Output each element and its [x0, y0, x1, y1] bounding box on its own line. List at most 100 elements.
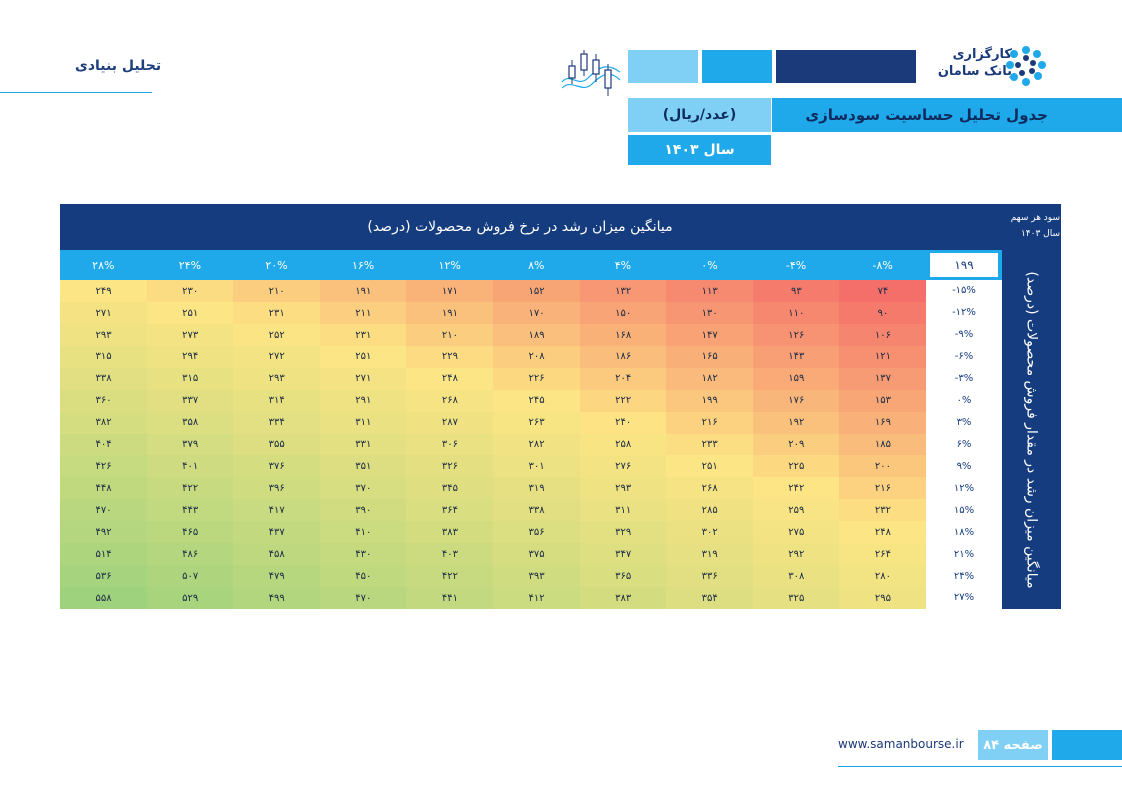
table-cell: ۲۱۰ — [406, 323, 494, 347]
table-cell: ۲۹۴ — [146, 345, 234, 369]
table-cell: ۲۱۱ — [319, 301, 407, 325]
row-header: -۶% — [926, 345, 1002, 368]
table-cell: ۱۱۳ — [666, 280, 754, 303]
table-cell: ۲۷۳ — [146, 323, 234, 347]
table-cell: ۲۶۴ — [839, 543, 927, 566]
row-header: ۲۷% — [926, 587, 1002, 609]
table-cell: ۳۳۷ — [146, 389, 234, 413]
table-cell: ۴۲۶ — [60, 455, 148, 478]
saman-logo-icon — [1006, 46, 1046, 86]
year-label: سال ۱۴۰۳ — [628, 135, 771, 165]
table-cell: ۳۳۸ — [493, 499, 581, 522]
eps-label: سود هر سهم سال ۱۴۰۳ — [1010, 213, 1060, 239]
table-cell: ۲۴۰ — [579, 411, 667, 434]
table-cell: ۳۳۸ — [60, 367, 148, 391]
table-cell: ۴۲۲ — [146, 477, 234, 500]
table-cell: ۴۹۲ — [60, 521, 148, 544]
table-cell: ۲۶۸ — [666, 477, 754, 500]
table-cell: ۴۸۶ — [146, 543, 234, 566]
table-cell: ۵۲۹ — [146, 587, 234, 610]
table-cell: ۱۸۲ — [666, 367, 754, 391]
table-cell: ۳۵۵ — [233, 433, 321, 456]
column-header: ۲۴% — [178, 258, 202, 272]
table-cell: ۲۸۰ — [839, 565, 927, 588]
table-cell: ۳۸۳ — [406, 521, 494, 544]
table-cell: ۳۹۰ — [319, 499, 407, 522]
table-cell: ۲۰۹ — [752, 433, 840, 456]
table-cell: ۳۲۹ — [579, 521, 667, 544]
table-cell: ۲۷۵ — [752, 521, 840, 544]
table-cell: ۱۳۲ — [579, 280, 667, 303]
website-link[interactable]: www.samanbourse.ir — [838, 737, 964, 751]
header-divider — [0, 92, 152, 93]
row-header: ۳% — [926, 411, 1002, 434]
table-cell: ۲۸۷ — [406, 411, 494, 434]
table-cell: ۳۷۵ — [493, 543, 581, 566]
table-cell: ۳۹۳ — [493, 565, 581, 588]
table-cell: ۴۴۱ — [406, 587, 494, 610]
table-cell: ۴۵۰ — [319, 565, 407, 588]
column-header: ۲۰% — [265, 258, 288, 272]
column-header: -۴% — [785, 258, 807, 272]
table-cell: ۲۸۵ — [666, 499, 754, 522]
table-cell: ۹۰ — [839, 301, 927, 325]
table-cell: ۱۴۷ — [666, 323, 754, 347]
table-cell: ۴۱۷ — [233, 499, 321, 522]
table-cell: ۲۲۹ — [406, 345, 494, 369]
table-cell: ۲۹۱ — [319, 389, 407, 413]
header-block-blue — [702, 50, 772, 83]
table-cell: ۱۵۹ — [752, 367, 840, 391]
footer-block — [1052, 730, 1122, 760]
table-cell: ۳۲۵ — [752, 587, 840, 610]
table-cell: ۵۱۴ — [60, 543, 148, 566]
section-title: تحلیل بنیادی — [75, 58, 162, 74]
table-cell: ۴۰۱ — [146, 455, 234, 478]
row-header: ۰% — [926, 389, 1002, 412]
table-cell: ۲۲۲ — [579, 389, 667, 413]
table-cell: ۲۳۲ — [839, 499, 927, 522]
table-cell: ۲۴۸ — [406, 367, 494, 391]
column-header: ۴% — [614, 258, 632, 272]
table-cell: ۳۳۴ — [233, 411, 321, 434]
table-cell: ۲۴۲ — [752, 477, 840, 500]
table-cell: ۴۱۲ — [493, 587, 581, 610]
table-cell: ۳۰۱ — [493, 455, 581, 478]
table-cell: ۵۳۶ — [60, 565, 148, 588]
table-cell: ۳۵۴ — [666, 587, 754, 610]
table-cell: ۴۳۰ — [319, 543, 407, 566]
table-cell: ۴۱۰ — [319, 521, 407, 544]
page-number: صفحه ۸۴ — [978, 730, 1048, 760]
table-cell: ۴۰۴ — [60, 433, 148, 456]
table-cell: ۲۱۶ — [666, 411, 754, 434]
table-cell: ۲۳۰ — [146, 280, 234, 303]
table-cell: ۴۲۲ — [406, 565, 494, 588]
table-cell: ۳۵۸ — [146, 411, 234, 434]
table-cell: ۳۷۶ — [233, 455, 321, 478]
table-cell: ۳۶۴ — [406, 499, 494, 522]
table-cell: ۲۶۳ — [493, 411, 581, 434]
table-cell: ۲۸۲ — [493, 433, 581, 456]
header-block-navy — [776, 50, 916, 83]
table-cell: ۳۱۱ — [319, 411, 407, 434]
column-header: -۸% — [872, 258, 893, 272]
table-cell: ۱۹۱ — [319, 280, 407, 303]
row-header: ۲۴% — [926, 565, 1002, 587]
table-cell: ۲۵۲ — [233, 323, 321, 347]
table-cell: ۲۰۰ — [839, 455, 927, 478]
column-header: ۱۲% — [438, 258, 461, 272]
table-cell: ۲۳۱ — [233, 301, 321, 325]
table-cell: ۵۰۷ — [146, 565, 234, 588]
table-cell: ۱۶۵ — [666, 345, 754, 369]
table-cell: ۳۲۶ — [406, 455, 494, 478]
table-cell: ۱۸۹ — [493, 323, 581, 347]
table-cell: ۱۴۳ — [752, 345, 840, 369]
table-cell: ۲۰۸ — [493, 345, 581, 369]
table-cell: ۱۲۱ — [839, 345, 927, 369]
table-cell: ۳۷۰ — [319, 477, 407, 500]
table-cell: ۴۹۹ — [233, 587, 321, 610]
table-cell: ۲۹۳ — [233, 367, 321, 391]
table-cell: ۲۱۰ — [233, 280, 321, 303]
table-cell: ۱۶۸ — [579, 323, 667, 347]
table-cell: ۲۴۸ — [839, 521, 927, 544]
footer-divider — [838, 766, 1122, 767]
